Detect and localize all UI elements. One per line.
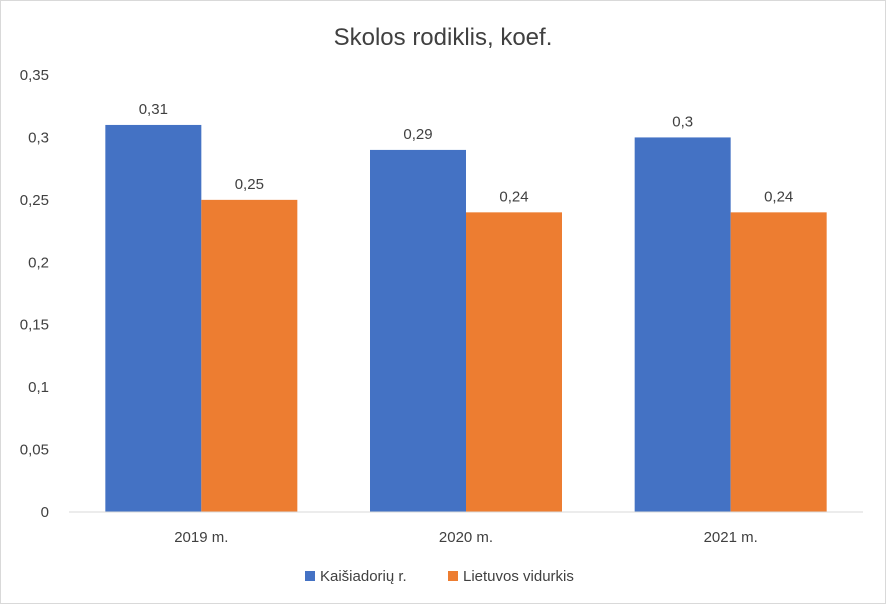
bar-kaisiadoriu xyxy=(370,149,466,512)
y-tick-label: 0,05 xyxy=(20,442,49,459)
y-tick-label: 0,2 xyxy=(28,254,49,271)
data-label: 0,31 xyxy=(139,101,168,118)
x-axis: 2019 m. 2020 m. 2021 m. xyxy=(174,529,758,546)
legend-swatch xyxy=(305,571,315,581)
y-tick-label: 0,35 xyxy=(20,67,49,84)
data-label: 0,29 xyxy=(403,126,432,143)
bar-lietuvos-vidurkis xyxy=(201,199,298,512)
y-tick-label: 0,3 xyxy=(28,129,49,146)
data-label: 0,3 xyxy=(672,113,693,130)
y-tick-label: 0,25 xyxy=(20,192,49,209)
data-label: 0,24 xyxy=(764,188,793,205)
data-labels: 0,31 0,25 0,29 0,24 0,3 0,24 xyxy=(139,101,794,205)
bar-lietuvos-vidurkis xyxy=(730,212,827,513)
y-tick-label: 0,1 xyxy=(28,379,49,396)
bar-lietuvos-vidurkis xyxy=(466,212,562,513)
x-tick-label: 2021 m. xyxy=(704,529,758,546)
x-tick-label: 2019 m. xyxy=(174,529,228,546)
chart-title: Skolos rodiklis, koef. xyxy=(334,24,553,51)
bar-kaisiadoriu xyxy=(105,124,202,512)
bar-kaisiadoriu xyxy=(634,137,731,512)
y-tick-label: 0,15 xyxy=(20,317,49,334)
legend-label: Kaišiadorių r. xyxy=(320,568,407,585)
y-tick-label: 0 xyxy=(41,504,49,521)
data-label: 0,25 xyxy=(235,176,264,193)
x-tick-label: 2020 m. xyxy=(439,529,493,546)
data-label: 0,24 xyxy=(499,188,528,205)
legend: Kaišiadorių r. Lietuvos vidurkis xyxy=(305,568,574,585)
y-axis: 0 0,05 0,1 0,15 0,2 0,25 0,3 0,35 xyxy=(20,67,49,521)
legend-swatch xyxy=(448,571,458,581)
legend-label: Lietuvos vidurkis xyxy=(463,568,574,585)
bars xyxy=(105,124,827,513)
